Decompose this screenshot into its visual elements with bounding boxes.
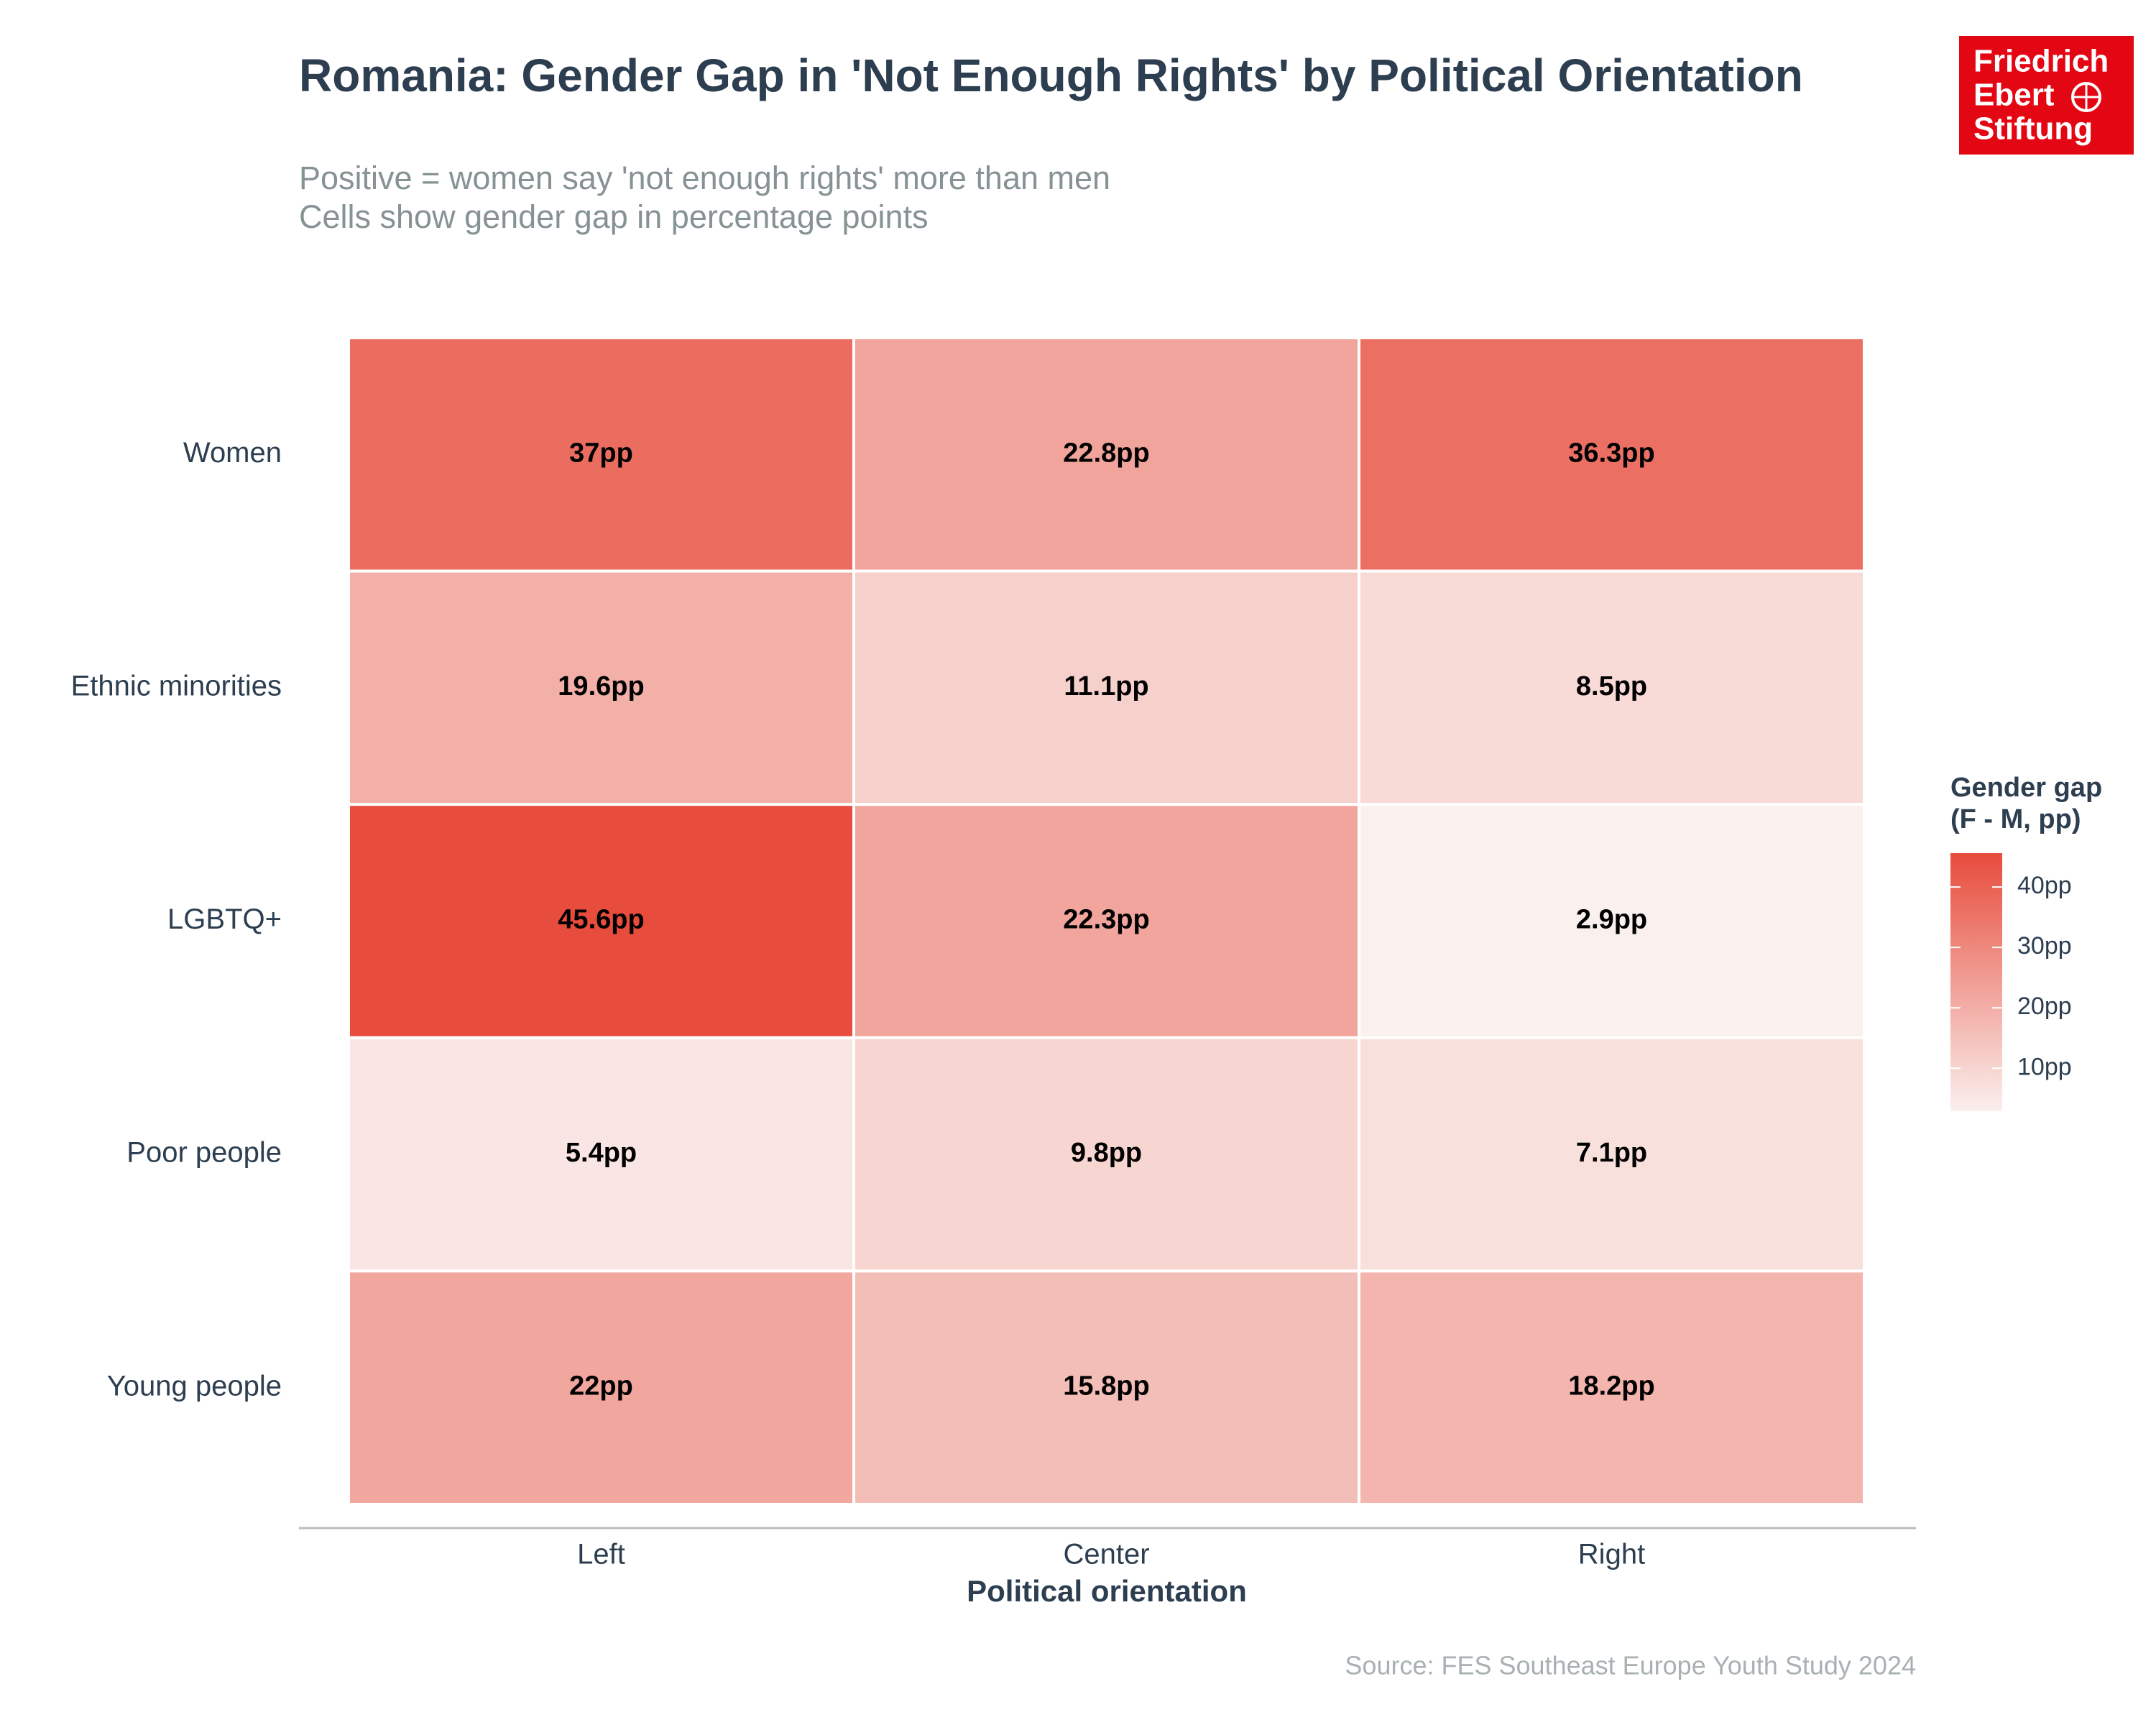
colorbar: [1950, 853, 2002, 1111]
logo-text: Friedrich: [1973, 44, 2109, 79]
colorbar-tick-label: 20pp: [2017, 993, 2072, 1020]
heatmap-cell: [1358, 803, 1866, 1039]
y-tick-label: Ethnic minorities: [71, 670, 282, 702]
cell-label: 22.8pp: [1063, 438, 1149, 468]
heatmap-cell: [347, 1269, 855, 1506]
legend-title: (F - M, pp): [1950, 804, 2081, 834]
heatmap-cell: [347, 569, 855, 806]
heatmap-cell: [1358, 1269, 1866, 1506]
heatmap-cell: [1358, 569, 1866, 806]
cell-label: 11.1pp: [1064, 671, 1148, 702]
colorbar-tick-label: 40pp: [2017, 872, 2072, 899]
cell-label: 45.6pp: [558, 905, 644, 935]
heatmap-cell: [852, 336, 1360, 573]
logo-text: Stiftung: [1973, 111, 2093, 147]
heatmap-cell: [852, 569, 1360, 806]
y-tick-label: Women: [183, 437, 282, 469]
source: Source: FES Southeast Europe Youth Study…: [1345, 1651, 1916, 1680]
heatmap-cell: [852, 1036, 1360, 1273]
cell-label: 22pp: [569, 1371, 633, 1402]
heatmap-cell: [1358, 336, 1866, 573]
chart-title: Romania: Gender Gap in 'Not Enough Right…: [299, 50, 1803, 101]
x-tick-label: Left: [577, 1539, 625, 1570]
x-tick-label: Right: [1578, 1539, 1645, 1570]
logo-text: Ebert: [1973, 78, 2055, 113]
cell-label: 18.2pp: [1568, 1371, 1654, 1402]
heatmap-cell: [1358, 1036, 1866, 1273]
y-tick-label: Young people: [107, 1370, 282, 1402]
heatmap-cell: [347, 1036, 855, 1273]
cell-label: 15.8pp: [1063, 1371, 1149, 1402]
cell-label: 22.3pp: [1063, 905, 1149, 935]
colorbar-tick-label: 10pp: [2017, 1053, 2072, 1080]
cell-label: 8.5pp: [1576, 671, 1647, 702]
cell-label: 9.8pp: [1071, 1138, 1142, 1168]
cell-label: 36.3pp: [1568, 438, 1654, 468]
y-tick-label: LGBTQ+: [167, 903, 282, 935]
cell-label: 7.1pp: [1576, 1138, 1647, 1168]
y-tick-label: Poor people: [126, 1137, 282, 1169]
subtitle: Cells show gender gap in percentage poin…: [299, 198, 929, 235]
cell-label: 5.4pp: [566, 1138, 637, 1168]
logo: [1959, 36, 2134, 155]
x-tick-label: Center: [1063, 1539, 1149, 1570]
cell-label: 19.6pp: [558, 671, 644, 702]
x-axis-title: Political orientation: [967, 1574, 1247, 1608]
cell-label: 37pp: [569, 438, 633, 468]
legend-title: Gender gap: [1950, 773, 2102, 803]
colorbar-tick-label: 30pp: [2017, 932, 2072, 960]
cell-label: 2.9pp: [1576, 905, 1647, 935]
subtitle: Positive = women say 'not enough rights'…: [299, 160, 1110, 196]
heatmap-cell: [347, 803, 855, 1039]
